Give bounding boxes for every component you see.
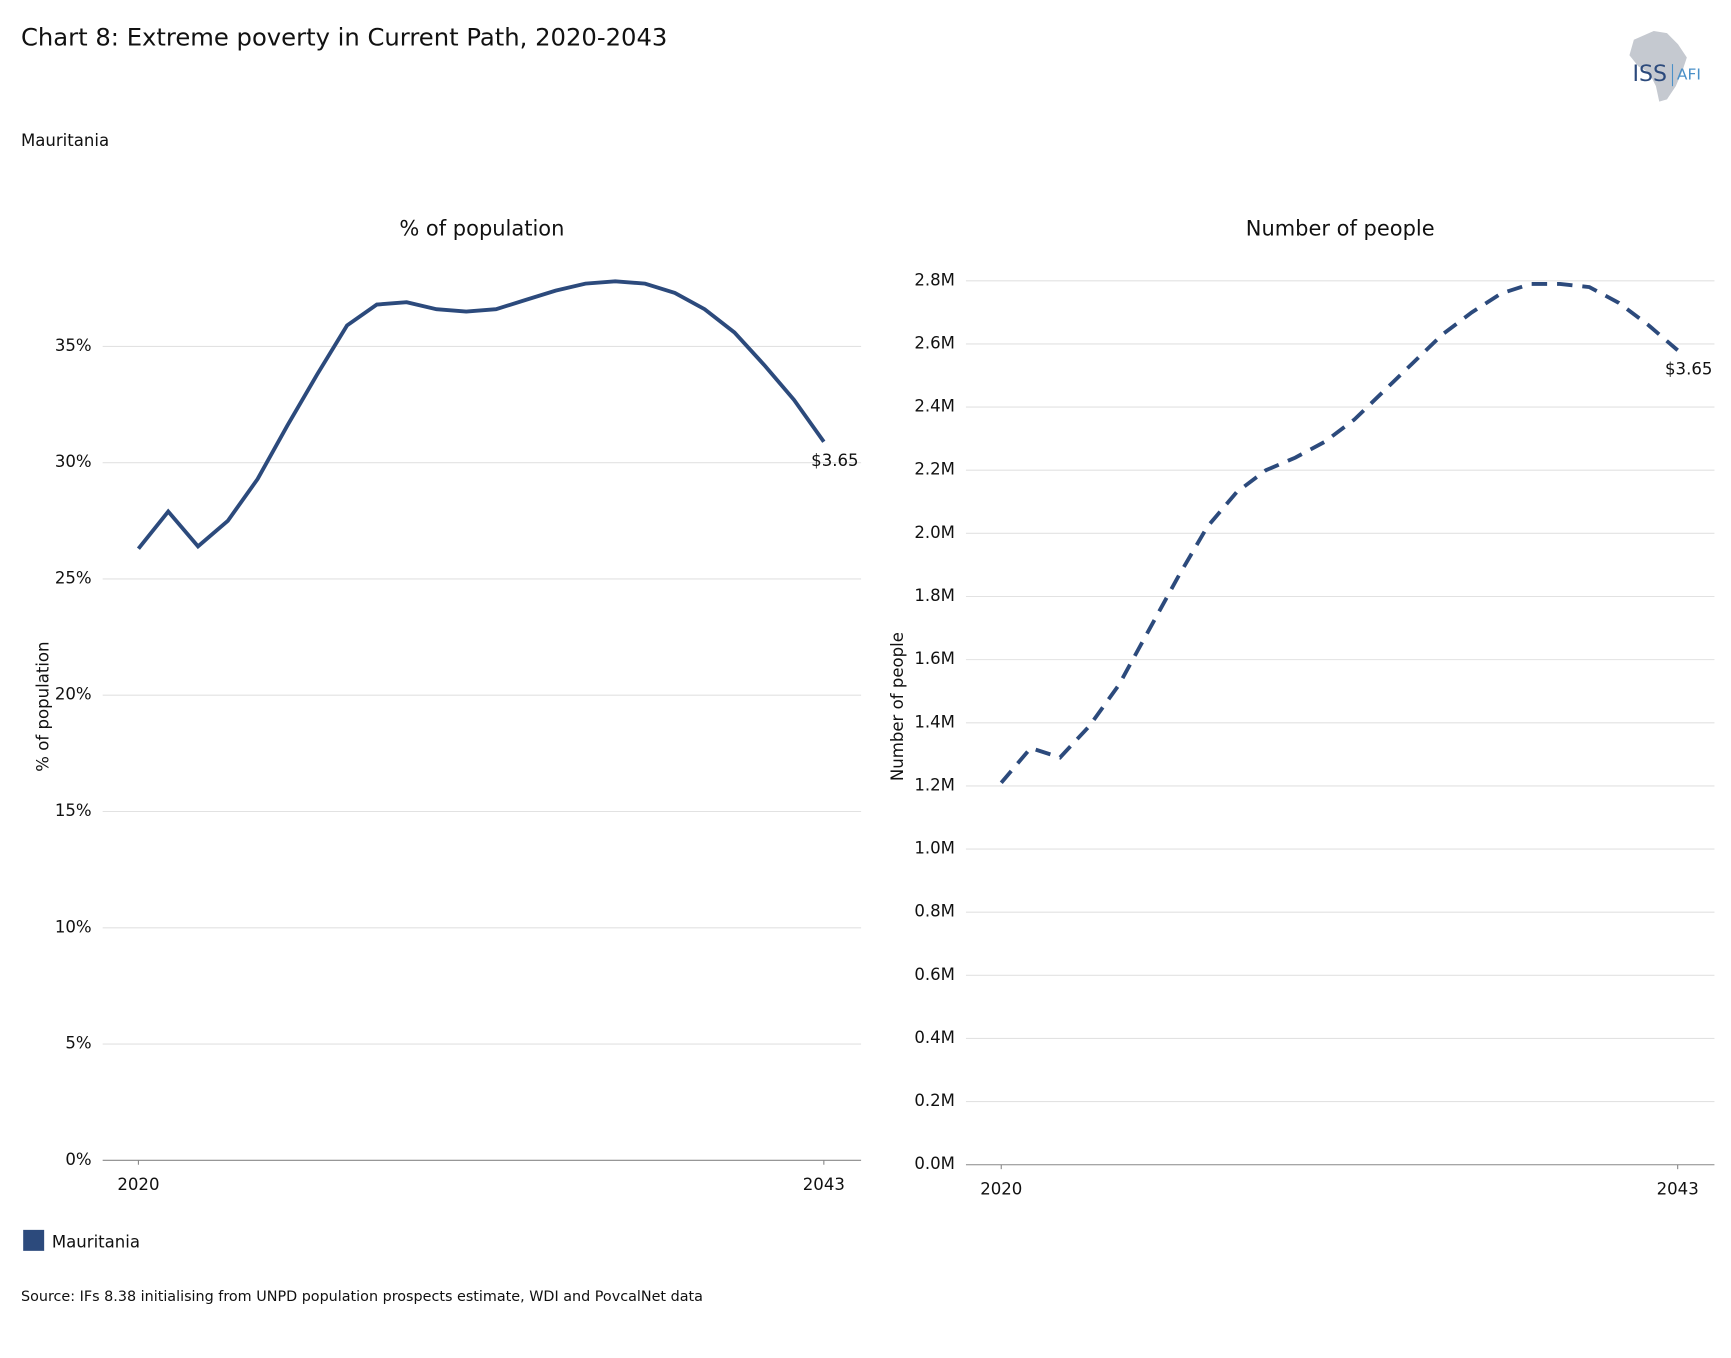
y-tick-label: 35% [55,336,92,355]
y-tick-label: 1.8M [914,586,955,605]
chart-title: % of population [399,217,564,241]
data-line [999,282,1679,785]
y-tick-label: 0.4M [914,1028,955,1047]
y-axis-label: Number of people [888,632,907,781]
x-tick-label: 2043 [1657,1180,1699,1199]
y-tick-label: 0.8M [914,902,955,921]
y-tick-label: 1.2M [914,775,955,794]
y-tick-label: 2.4M [914,397,955,416]
y-tick-label: 15% [55,801,92,820]
data-line [136,279,826,550]
logo-text: AFI [1677,66,1701,84]
y-tick-label: 0% [65,1150,91,1169]
y-tick-label: 1.0M [914,839,955,858]
y-tick-label: 2.8M [914,270,955,289]
logo-text: ISS [1632,62,1667,87]
y-tick-label: 20% [55,685,92,704]
subtitle: Mauritania [21,131,109,150]
y-tick-label: 0.6M [914,965,955,984]
x-tick-label: 2020 [117,1175,159,1194]
y-axis-label: % of population [34,641,53,771]
y-tick-label: 2.2M [914,460,955,479]
y-tick-label: 5% [65,1034,91,1053]
y-tick-label: 2.0M [914,523,955,542]
legend-label: Mauritania [52,1233,140,1252]
y-tick-label: 1.6M [914,649,955,668]
end-label: $3.65 [1665,360,1712,379]
y-tick-label: 0.0M [914,1154,955,1173]
page-title: Chart 8: Extreme poverty in Current Path… [21,23,667,52]
x-tick-label: 2020 [980,1180,1022,1199]
y-tick-label: 0.2M [914,1091,955,1110]
y-tick-label: 2.6M [914,333,955,352]
x-tick-label: 2043 [803,1175,845,1194]
y-tick-label: 1.4M [914,712,955,731]
legend-swatch [23,1229,45,1251]
source: Source: IFs 8.38 initialising from UNPD … [21,1289,703,1305]
y-tick-label: 10% [55,917,92,936]
y-tick-label: 30% [55,452,92,471]
chart-title: Number of people [1246,217,1435,241]
end-label: $3.65 [811,451,858,470]
y-tick-label: 25% [55,568,92,587]
